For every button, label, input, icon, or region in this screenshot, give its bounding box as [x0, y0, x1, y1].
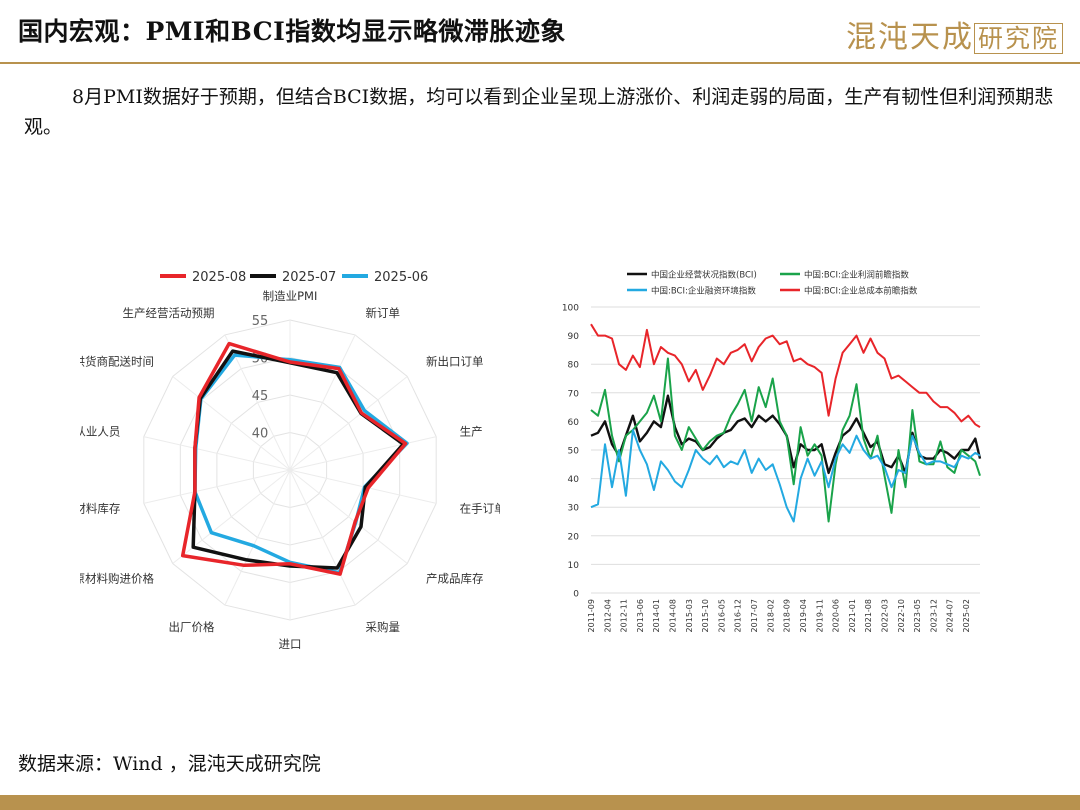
x-tick-label: 2019-04 — [799, 599, 808, 632]
x-tick-label: 2016-05 — [717, 599, 726, 632]
x-tick-label: 2020-06 — [832, 599, 841, 632]
radar-axis-label: 从业人员 — [80, 424, 120, 438]
x-tick-label: 2019-11 — [815, 599, 824, 632]
radar-axis-label: 进口 — [279, 637, 302, 651]
y-tick-label: 70 — [568, 389, 580, 399]
y-tick-label: 60 — [568, 418, 580, 428]
radar-spoke — [289, 436, 437, 471]
legend-label: 中国:BCI:企业融资环境指数 — [651, 286, 756, 297]
radar-axis-label: 产成品库存 — [426, 571, 484, 585]
radar-tick-label: 40 — [252, 427, 269, 442]
radar-axis-label: 新出口订单 — [426, 355, 484, 369]
y-tick-label: 100 — [562, 304, 579, 314]
radar-axis-label: 原材料库存 — [80, 502, 120, 516]
x-tick-label: 2022-03 — [881, 599, 890, 632]
x-tick-label: 2015-03 — [685, 599, 694, 632]
radar-spoke — [289, 469, 356, 606]
radar-spoke — [289, 334, 356, 471]
y-tick-label: 90 — [568, 332, 580, 342]
radar-spoke — [224, 469, 291, 606]
brand-logo: 混沌天成 研究院 — [846, 12, 1064, 56]
radar-spoke — [172, 376, 291, 471]
x-tick-label: 2024-07 — [946, 599, 955, 632]
x-tick-label: 2018-09 — [783, 599, 792, 632]
y-tick-label: 0 — [573, 590, 579, 600]
y-tick-label: 30 — [568, 504, 580, 514]
x-tick-label: 2015-10 — [701, 599, 710, 632]
legend-label: 中国:BCI:企业利润前瞻指数 — [804, 270, 909, 281]
radar-series-2025-06 — [193, 353, 409, 575]
x-tick-label: 2013-06 — [636, 599, 645, 632]
radar-axis-label: 采购量 — [365, 620, 400, 634]
radar-axis-label: 生产经营活动预期 — [123, 306, 215, 320]
legend-label: 2025-08 — [192, 270, 246, 285]
y-tick-label: 20 — [568, 532, 580, 542]
data-source-note: 数据来源：Wind ，混沌天成研究院 — [18, 753, 321, 775]
logo-text: 混沌天成 — [846, 20, 974, 55]
x-tick-label: 2014-08 — [669, 599, 678, 632]
radar-spoke — [224, 334, 291, 471]
footer-bar — [0, 795, 1080, 810]
x-tick-label: 2022-10 — [897, 599, 906, 632]
x-tick-label: 2021-01 — [848, 599, 857, 632]
line-series-1 — [590, 357, 981, 523]
radar-spoke — [289, 376, 408, 471]
radar-tick-label: 45 — [252, 389, 269, 404]
y-tick-label: 10 — [568, 561, 580, 571]
bci-line-chart: 中国企业经营状况指数(BCI) 中国:BCI:企业利润前瞻指数中国:BCI:企业融… — [562, 270, 982, 632]
title-divider — [0, 62, 1080, 64]
x-tick-label: 2017-07 — [750, 599, 759, 632]
x-tick-label: 2011-09 — [587, 599, 596, 632]
radar-axis-label: 在手订单 — [460, 502, 500, 516]
x-tick-label: 2021-08 — [864, 599, 873, 632]
x-tick-label: 2023-12 — [929, 599, 938, 632]
y-tick-label: 40 — [568, 475, 580, 485]
radar-axis-label: 制造业PMI — [263, 289, 318, 303]
radar-axis-label: 出厂价格 — [169, 620, 215, 634]
radar-axis-label: 生产 — [460, 424, 483, 438]
y-tick-label: 80 — [568, 361, 580, 371]
x-tick-label: 2012-04 — [603, 599, 612, 632]
legend-label: 中国:BCI:企业总成本前瞻指数 — [804, 286, 918, 297]
x-tick-label: 2014-01 — [652, 599, 661, 632]
page-title: 国内宏观：PMI和BCI指数均显示略微滞胀迹象 — [18, 17, 566, 46]
summary-paragraph: 8月PMI数据好于预期，但结合BCI数据，均可以看到企业呈现上游涨价、利润走弱的… — [24, 86, 1054, 138]
logo-box-text: 研究院 — [974, 23, 1064, 54]
line-series-2 — [590, 429, 981, 523]
legend-label: 中国企业经营状况指数(BCI) — [651, 270, 757, 281]
x-tick-label: 2018-02 — [766, 599, 775, 632]
radar-spoke — [289, 469, 408, 564]
legend-label: 2025-07 — [282, 270, 336, 285]
radar-axis-label: 新订单 — [365, 306, 400, 320]
x-tick-label: 2023-05 — [913, 599, 922, 632]
line-series-3 — [590, 323, 981, 428]
pmi-radar-chart: 2025-08 2025-07 2025-0640455055制造业PMI新订单新出… — [80, 270, 500, 651]
radar-tick-label: 55 — [252, 314, 269, 329]
radar-axis-label: 原材料购进价格 — [80, 571, 154, 585]
legend-label: 2025-06 — [374, 270, 428, 285]
radar-spoke — [143, 436, 291, 471]
x-tick-label: 2012-11 — [620, 599, 629, 632]
radar-spoke — [143, 469, 291, 504]
x-tick-label: 2016-12 — [734, 599, 743, 632]
x-tick-label: 2025-02 — [962, 599, 971, 632]
radar-series-2025-08 — [180, 341, 408, 576]
y-tick-label: 50 — [568, 447, 580, 457]
radar-axis-label: 供货商配送时间 — [80, 355, 154, 369]
